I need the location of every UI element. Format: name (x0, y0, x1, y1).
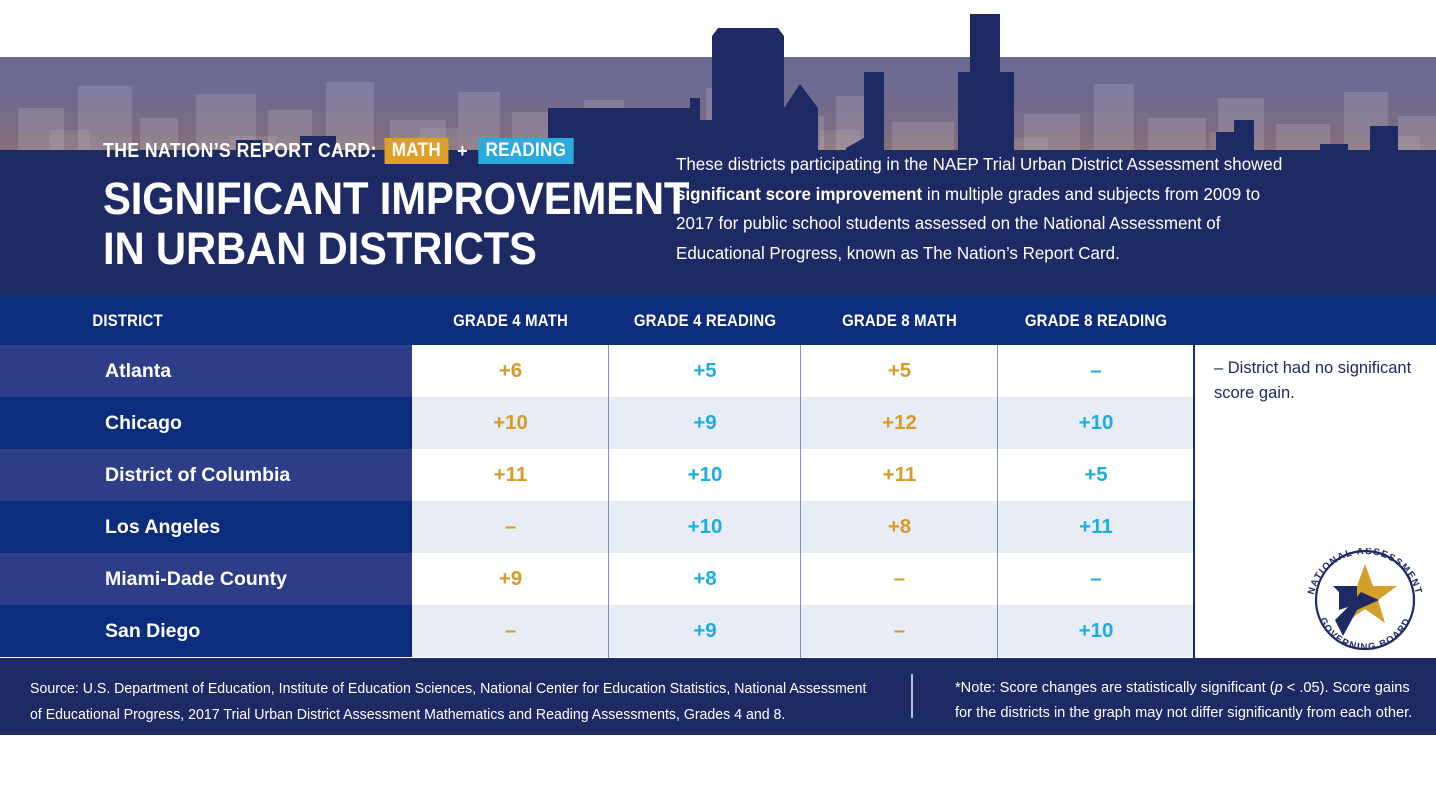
district-name-cell: Chicago (0, 397, 412, 449)
value-cell-g4-math: – (412, 605, 609, 657)
title-block: THE NATION’S REPORT CARD: MATH + READING… (103, 138, 733, 274)
footer-band: Source: U.S. Department of Education, In… (0, 658, 1436, 735)
legend-spacer (1194, 605, 1436, 657)
value-cell-g4-reading: +9 (609, 397, 801, 449)
reading-badge: READING (477, 138, 574, 164)
table-body: Atlanta +6 +5 +5 – Chicago +10 +9 +12 +1… (0, 345, 1436, 658)
math-badge: MATH (385, 138, 449, 164)
value-cell-g4-math: +6 (412, 345, 609, 397)
district-name-cell: Atlanta (0, 345, 412, 397)
column-header-grade-4-math: GRADE 4 MATH (453, 310, 568, 330)
logo-shape-navy-lower (1335, 592, 1379, 636)
column-divider (608, 345, 609, 658)
description-emphasis: significant score improvement (676, 183, 923, 204)
value-cell-g4-reading: +10 (609, 449, 801, 501)
value-cell-g8-reading: – (998, 345, 1194, 397)
description-paragraph: These districts participating in the NAE… (676, 150, 1297, 268)
headline-line-2: IN URBAN DISTRICTS (103, 223, 537, 274)
description-part-1: These districts participating in the NAE… (676, 154, 1283, 174)
value-cell-g4-math: +9 (412, 553, 609, 605)
value-cell-g4-math: +10 (412, 397, 609, 449)
note-p-value-symbol: p (1274, 680, 1283, 696)
plus-symbol: + (457, 140, 468, 161)
note-part-2: < .05). Score gains for the districts in… (955, 680, 1413, 721)
description-part-2: in multiple grades and subjects from 200… (676, 183, 1261, 263)
column-header-grade-8-math: GRADE 8 MATH (842, 310, 957, 330)
value-cell-g8-math: +5 (801, 345, 998, 397)
column-header-grade-4-reading: GRADE 4 READING (633, 310, 777, 330)
column-divider (800, 345, 801, 658)
legend-spacer (1194, 501, 1436, 553)
district-name-cell: District of Columbia (0, 449, 412, 501)
note-part-1: *Note: Score changes are statistically s… (955, 680, 1275, 696)
legend-spacer (1194, 449, 1436, 501)
column-header-grade-8-reading: GRADE 8 READING (1024, 310, 1168, 330)
value-cell-g8-math: – (801, 605, 998, 657)
value-cell-g8-math: +12 (801, 397, 998, 449)
value-cell-g4-reading: +5 (609, 345, 801, 397)
logo-bottom-text: GOVERNING BOARD (1317, 616, 1413, 652)
table-row: Atlanta +6 +5 +5 – (0, 345, 1436, 397)
value-cell-g4-math: – (412, 501, 609, 553)
legend-spacer (1194, 345, 1436, 397)
city-skyline-illustration (0, 14, 1436, 296)
significance-note: *Note: Score changes are statistically s… (955, 676, 1415, 726)
logo-outer-ring (1314, 549, 1416, 651)
value-cell-g4-reading: +9 (609, 605, 801, 657)
headline-line-1: SIGNIFICANT IMPROVEMENT (103, 173, 690, 224)
value-cell-g8-reading: – (998, 553, 1194, 605)
legend-divider (1193, 345, 1195, 658)
column-header-district: DISTRICT (92, 310, 163, 330)
value-cell-g8-reading: +11 (998, 501, 1194, 553)
district-name-cell: Miami-Dade County (0, 553, 412, 605)
value-cell-g4-reading: +10 (609, 501, 801, 553)
data-table: DISTRICT GRADE 4 MATH GRADE 4 READING GR… (0, 296, 1436, 658)
footer-divider (911, 674, 913, 718)
header-banner: THE NATION’S REPORT CARD: MATH + READING… (0, 0, 1436, 296)
kicker-row: THE NATION’S REPORT CARD: MATH + READING (103, 138, 733, 164)
subject-badges: MATH + READING (381, 138, 578, 164)
value-cell-g8-reading: +10 (998, 397, 1194, 449)
value-cell-g8-math: +8 (801, 501, 998, 553)
legend-note: – District had no significant score gain… (1214, 359, 1412, 402)
logo-star-gold (1333, 564, 1397, 623)
table-row: San Diego – +9 – +10 (0, 605, 1436, 657)
value-cell-g8-reading: +10 (998, 605, 1194, 657)
value-cell-g4-math: +11 (412, 449, 609, 501)
value-cell-g8-reading: +5 (998, 449, 1194, 501)
kicker-text: THE NATION’S REPORT CARD: (103, 139, 377, 162)
table-row: Miami-Dade County +9 +8 – – (0, 553, 1436, 605)
value-cell-g8-math: – (801, 553, 998, 605)
legend-spacer (1194, 397, 1436, 449)
value-cell-g4-reading: +8 (609, 553, 801, 605)
district-name-cell: Los Angeles (0, 501, 412, 553)
column-divider (997, 345, 998, 658)
table-row: Chicago +10 +9 +12 +10 (0, 397, 1436, 449)
value-cell-g8-math: +11 (801, 449, 998, 501)
table-header-row: DISTRICT GRADE 4 MATH GRADE 4 READING GR… (0, 296, 1436, 345)
table-row: District of Columbia +11 +10 +11 +5 (0, 449, 1436, 501)
nagb-logo: NATIONAL ASSESSMENT GOVERNING BOARD (1306, 548, 1423, 652)
district-name-cell: San Diego (0, 605, 412, 657)
table-row: Los Angeles – +10 +8 +11 (0, 501, 1436, 553)
source-text: Source: U.S. Department of Education, In… (30, 681, 867, 723)
